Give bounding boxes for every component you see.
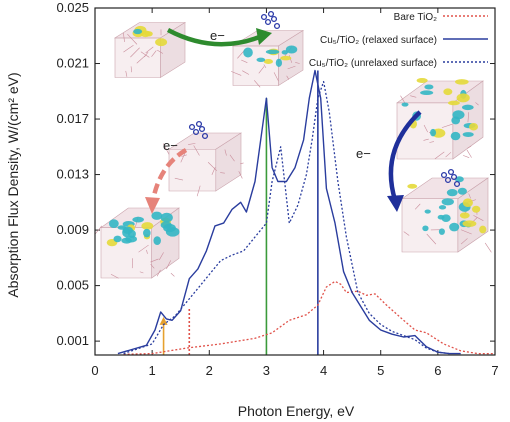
cluster-illustration-middle bbox=[163, 120, 244, 197]
electron-transfer-arrows: e− e− e− bbox=[145, 28, 422, 214]
y-tick-label: 0.021 bbox=[56, 56, 89, 71]
electron-label-right: e− bbox=[356, 146, 371, 161]
pink-arrow-icon bbox=[150, 148, 188, 201]
y-tick-label: 0.009 bbox=[56, 222, 89, 237]
y-axis-label: Absorption Flux Density, W/(cm² eV) bbox=[5, 72, 21, 297]
x-tick-label: 5 bbox=[377, 363, 384, 378]
y-tick-label: 0.025 bbox=[56, 0, 89, 15]
cluster-illustrations bbox=[94, 10, 492, 279]
navy-arrowhead-icon bbox=[387, 195, 404, 212]
x-tick-label: 0 bbox=[91, 363, 98, 378]
y-tick-label: 0.017 bbox=[56, 111, 89, 126]
legend-label: Cu₅/TiO₂ (unrelaxed surface) bbox=[309, 58, 437, 69]
y-tick-label: 0.005 bbox=[56, 278, 89, 293]
cluster-illustration-top-left bbox=[113, 21, 187, 79]
x-tick-label: 1 bbox=[149, 363, 156, 378]
cluster-illustration-top-right bbox=[396, 78, 484, 160]
series-line-0 bbox=[123, 280, 495, 355]
axis-ticks: 0 1 2 3 4 5 6 7 0.001 0.005 0.009 0.013 0.017 0.021 0.… bbox=[56, 0, 498, 378]
green-arrow-icon bbox=[166, 28, 263, 47]
series-line-1 bbox=[117, 69, 461, 355]
legend: Bare TiO₂ Cu₅/TiO₂ (relaxed surface) Cu₅/T… bbox=[309, 12, 488, 69]
x-tick-label: 3 bbox=[263, 363, 270, 378]
electron-label-left: e− bbox=[163, 138, 178, 153]
cluster-illustration-top-middle bbox=[230, 10, 305, 88]
legend-label: Bare TiO₂ bbox=[394, 12, 437, 23]
x-tick-label: 4 bbox=[320, 363, 327, 378]
navy-arrow-icon bbox=[388, 110, 422, 201]
plot-frame bbox=[94, 7, 496, 356]
y-tick-label: 0.001 bbox=[56, 333, 89, 348]
x-axis-label: Photon Energy, eV bbox=[238, 403, 355, 419]
x-tick-label: 2 bbox=[206, 363, 213, 378]
amber-arrow-icon bbox=[159, 316, 168, 325]
green-arrowhead-icon bbox=[256, 28, 272, 45]
legend-label: Cu₅/TiO₂ (relaxed surface) bbox=[320, 35, 437, 46]
series-line-2 bbox=[123, 80, 450, 355]
electron-label-top: e− bbox=[210, 28, 225, 43]
x-tick-label: 7 bbox=[491, 363, 498, 378]
x-tick-label: 6 bbox=[434, 363, 441, 378]
cluster-illustration-bottom-left bbox=[94, 207, 180, 279]
cluster-illustration-bottom-right bbox=[401, 168, 492, 253]
pink-arrowhead-icon bbox=[145, 197, 160, 214]
y-tick-label: 0.013 bbox=[56, 167, 89, 182]
series-lines bbox=[117, 69, 495, 355]
